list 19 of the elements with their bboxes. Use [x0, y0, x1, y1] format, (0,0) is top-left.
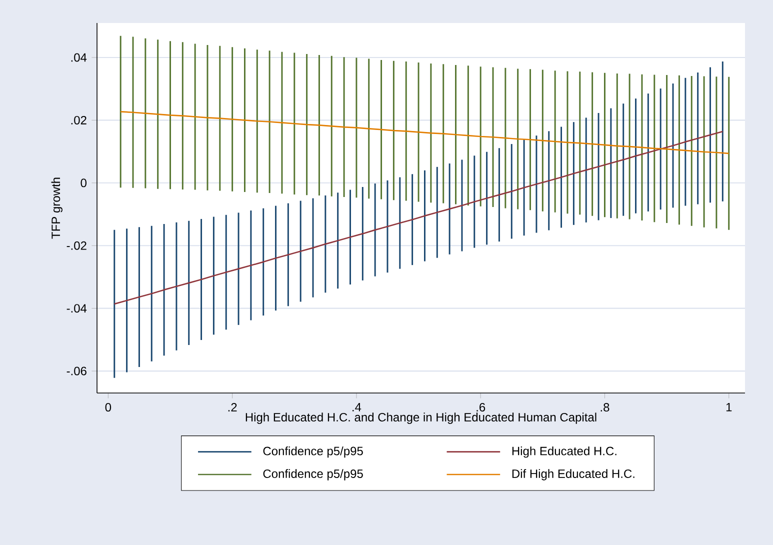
x-tick-label: .2	[228, 403, 237, 412]
legend-label: Dif High Educated H.C.	[512, 469, 634, 480]
x-tick-label: 1	[726, 403, 732, 412]
y-tick-label: 0	[80, 178, 86, 188]
x-tick-label: .4	[352, 403, 362, 412]
x-tick-label: .6	[476, 403, 486, 412]
y-tick-label: .02	[71, 116, 86, 124]
x-axis-title: High Educated H.C. and Change in High Educated Human Capital	[246, 412, 596, 424]
legend-label: Confidence p5/p95	[263, 446, 363, 458]
y-tick-label: -.06	[66, 366, 86, 376]
y-tick-label: -.04	[66, 304, 87, 313]
x-tick-label: .8	[600, 403, 610, 412]
legend-label: High Educated H.C.	[512, 446, 616, 458]
y-axis-title: TFP growth	[51, 178, 62, 239]
y-tick-label: .04	[71, 53, 87, 62]
legend-label: Confidence p5/p95	[263, 469, 363, 480]
y-tick-label: -.02	[66, 241, 86, 250]
line-series	[114, 130, 724, 305]
x-tick-label: 0	[105, 403, 112, 412]
